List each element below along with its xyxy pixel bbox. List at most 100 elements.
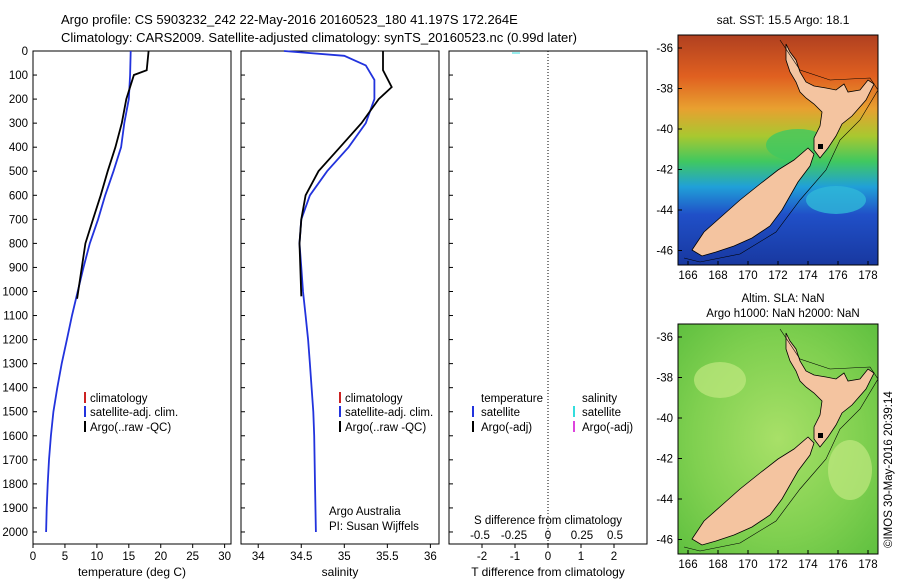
legend-climatology-swatch — [84, 392, 86, 403]
depth-tick-label: 700 — [9, 214, 28, 226]
depth-tick-label: 300 — [9, 118, 28, 130]
depth-tick-label: 100 — [9, 70, 28, 82]
map-lon-tick-label: 166 — [678, 559, 697, 571]
salinity-panel-frame — [240, 50, 440, 545]
sla-land — [691, 332, 875, 546]
legend-climatology-swatch — [339, 392, 341, 403]
sst-shelf-contour — [683, 39, 879, 263]
map-lon-tick-label: 170 — [738, 559, 757, 571]
map-lon-tick-label: 178 — [858, 559, 877, 571]
sla-map-title-1: Altim. SLA: NaN — [741, 293, 824, 305]
legend-satellite-swatch — [339, 406, 341, 417]
salinity-legend: climatology satellite-adj. clim. Argo(..… — [329, 392, 433, 533]
temperature-legend: climatology satellite-adj. clim. Argo(..… — [84, 392, 178, 434]
legend-climatology-label: climatology — [345, 393, 403, 405]
legend-sal-argo-label: Argo(-adj) — [582, 422, 633, 434]
map-lon-tick-label: 166 — [678, 270, 697, 282]
map-lon-tick-label: 178 — [858, 270, 877, 282]
x-tick-label: 34 — [252, 551, 265, 563]
map-lat-tick-label: -46 — [656, 246, 673, 258]
t-tick: 0 — [545, 551, 551, 563]
depth-tick-label: 800 — [9, 238, 28, 250]
map-lon-tick-label: 174 — [798, 270, 818, 282]
map-lat-tick-label: -42 — [656, 454, 673, 466]
salinity-x-axis: 34 34.5 35 35.5 36 — [252, 544, 437, 563]
legend-temperature-title: temperature — [481, 393, 543, 405]
sla-blob — [828, 440, 872, 500]
sst-map — [677, 34, 879, 266]
depth-tick-label: 500 — [9, 166, 28, 178]
map-lon-tick-label: 168 — [708, 559, 727, 571]
series-line-argo — [298, 51, 393, 297]
legend-temp-satellite-label: satellite — [481, 407, 520, 419]
depth-tick-label: 1800 — [2, 479, 28, 491]
credit-argo-australia: Argo Australia — [329, 506, 401, 518]
sla-map-axes: -36 -38 -40 -42 -44 -46 166 168 170 172 174 176 178 — [656, 332, 877, 571]
argo-marker — [818, 144, 823, 149]
x-tick-label: 15 — [122, 551, 135, 563]
legend-satellite-swatch — [84, 406, 86, 417]
x-tick-label: 25 — [186, 551, 199, 563]
x-tick-label: 30 — [218, 551, 231, 563]
depth-axis: 0 100 200 300 400 500 600 700 800 900 1000 1100 1200… — [2, 46, 453, 539]
salinity-profiles — [283, 50, 393, 533]
x-tick-label: 20 — [154, 551, 167, 563]
sla-shelf-contour — [683, 328, 879, 552]
s-tick: -0.25 — [501, 530, 527, 542]
sst-map-axes: -36 -38 -40 -42 -44 -46 166 168 170 172 174 176 178 — [656, 43, 877, 282]
sst-land — [691, 43, 875, 257]
map-lat-tick-label: -44 — [656, 494, 673, 506]
credit-pi: PI: Susan Wijffels — [329, 521, 419, 533]
x-tick-label: 34.5 — [290, 551, 312, 563]
salinity-xlabel: salinity — [322, 565, 359, 579]
legend-argo-label: Argo(..raw -QC) — [345, 422, 426, 434]
sst-cool-patch — [806, 186, 866, 214]
legend-temp-satellite-swatch — [472, 406, 474, 417]
sla-map — [677, 323, 879, 555]
series-line-argo — [76, 50, 150, 299]
depth-tick-label: 600 — [9, 190, 28, 202]
s-tick: 0 — [545, 530, 551, 542]
x-tick-label: 35.5 — [376, 551, 398, 563]
temperature-panel-frame — [32, 50, 232, 545]
legend-argo-label: Argo(..raw -QC) — [90, 422, 171, 434]
map-lon-tick-label: 168 — [708, 270, 727, 282]
legend-sal-satellite-label: satellite — [582, 407, 621, 419]
legend-sal-argo-swatch — [573, 421, 575, 432]
t-tick: 2 — [611, 551, 617, 563]
depth-tick-label: 1100 — [3, 311, 28, 323]
s-difference-title: S difference from climatology — [474, 515, 622, 527]
legend-satellite-label: satellite-adj. clim. — [345, 407, 433, 419]
legend-salinity-title: salinity — [582, 393, 617, 405]
map-lat-tick-label: -40 — [656, 413, 673, 425]
temperature-xlabel: temperature (deg C) — [78, 565, 186, 579]
depth-tick-label: 1600 — [2, 431, 28, 443]
map-lon-tick-label: 172 — [768, 559, 787, 571]
t-difference-axis: -2 -1 0 1 2 — [477, 544, 617, 563]
header-line1: Argo profile: CS 5903232_242 22-May-2016… — [61, 12, 518, 27]
x-tick-label: 10 — [90, 551, 103, 563]
s-difference-ticks: -0.5 -0.25 0 0.25 0.5 — [470, 530, 623, 542]
legend-sal-satellite-swatch — [573, 406, 575, 417]
depth-tick-label: 1900 — [2, 503, 28, 515]
depth-tick-label: 0 — [22, 46, 28, 58]
map-lon-tick-label: 172 — [768, 270, 787, 282]
argo-marker — [818, 433, 823, 438]
temperature-x-axis: 0 5 10 15 20 25 30 — [30, 544, 231, 563]
map-lat-tick-label: -36 — [656, 332, 673, 344]
depth-tick-label: 1400 — [2, 383, 28, 395]
map-lon-tick-label: 174 — [798, 559, 818, 571]
legend-temp-argo-label: Argo(-adj) — [481, 422, 532, 434]
sst-map-title: sat. SST: 15.5 Argo: 18.1 — [717, 13, 850, 27]
depth-tick-label: 2000 — [2, 527, 28, 539]
x-tick-label: 36 — [424, 551, 437, 563]
depth-tick-label: 1300 — [2, 359, 28, 371]
map-lat-tick-label: -38 — [656, 373, 673, 385]
depth-tick-label: 900 — [9, 262, 28, 274]
map-lon-tick-label: 176 — [828, 559, 847, 571]
map-lat-tick-label: -36 — [656, 43, 673, 55]
depth-tick-label: 200 — [9, 94, 28, 106]
t-tick: 1 — [578, 551, 584, 563]
map-lat-tick-label: -40 — [656, 124, 673, 136]
